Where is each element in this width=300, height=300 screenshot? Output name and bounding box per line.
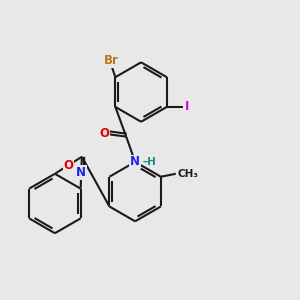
Text: I: I [184,100,189,113]
Text: Br: Br [103,54,118,67]
Text: –H: –H [142,157,156,167]
Text: N: N [76,166,86,179]
Text: CH₃: CH₃ [177,169,198,179]
Text: O: O [63,159,74,172]
Text: N: N [130,155,140,168]
Text: O: O [99,127,109,140]
